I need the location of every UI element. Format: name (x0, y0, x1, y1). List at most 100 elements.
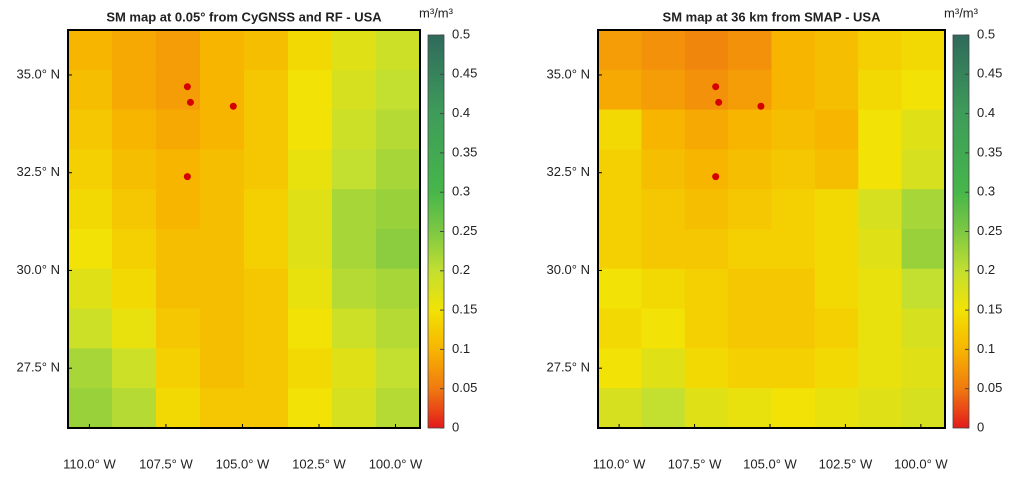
sm-cell (901, 109, 946, 150)
sm-cell (814, 348, 859, 389)
site-marker (183, 83, 191, 91)
sm-cell (858, 149, 903, 190)
sm-cell (641, 189, 686, 230)
sm-cell (598, 30, 642, 71)
sm-cell (771, 30, 816, 71)
sm-cell (814, 388, 859, 429)
sm-cell (112, 189, 157, 230)
map-frame (67, 29, 421, 429)
sm-cell (156, 109, 201, 150)
sm-cell (68, 229, 113, 270)
colorbar-tick-label: 0.25 (452, 223, 477, 238)
colorbar-tick-label: 0.05 (452, 380, 477, 395)
sm-cell (641, 69, 686, 111)
sm-cell (598, 149, 642, 190)
sm-cell (156, 30, 201, 71)
sm-cell (598, 348, 642, 389)
sm-cell (112, 229, 157, 270)
sm-cell (112, 268, 157, 310)
lon-label: 107.5° W (668, 456, 722, 471)
sm-cell (641, 229, 686, 270)
sm-cell (200, 268, 245, 310)
sm-cell (771, 268, 816, 310)
sm-cell (598, 229, 642, 270)
sm-cell (68, 109, 113, 150)
sm-cell (598, 69, 642, 111)
sm-cell (728, 388, 772, 429)
sm-cell (332, 109, 377, 150)
sm-cell (858, 69, 903, 111)
sm-cell (288, 189, 333, 230)
lon-label: 107.5° W (139, 456, 193, 471)
map-frame (597, 29, 946, 429)
sm-cell (244, 348, 289, 389)
sm-cell (598, 109, 642, 150)
sm-cell (244, 388, 289, 429)
sm-cell (728, 69, 772, 111)
sm-cell (112, 30, 157, 71)
sm-cell (200, 30, 245, 71)
lat-label: 35.0° N (546, 66, 590, 81)
sm-cell (376, 109, 421, 150)
sm-cell (156, 229, 201, 270)
lon-label: 105.0° W (743, 456, 797, 471)
sm-cell (684, 268, 729, 310)
sm-cell (684, 308, 729, 349)
sm-cell (814, 109, 859, 150)
lon-label: 100.0° W (369, 456, 423, 471)
sm-cell (112, 149, 157, 190)
colorbar-tick-label: 0.45 (977, 66, 1002, 81)
colorbar-tick-label: 0.1 (977, 341, 995, 356)
sm-cell (771, 189, 816, 230)
colorbar-tick-label: 0.45 (452, 66, 477, 81)
sm-cell (901, 308, 946, 349)
sm-cell (771, 308, 816, 349)
colorbar-tick-label: 0.5 (452, 26, 470, 41)
colorbar-tick-label: 0.15 (977, 302, 1002, 317)
sm-cell (200, 189, 245, 230)
sm-cell (332, 308, 377, 349)
sm-cell (200, 109, 245, 150)
lon-label: 100.0° W (894, 456, 948, 471)
sm-cell (728, 268, 772, 310)
site-marker (229, 102, 237, 110)
site-marker (712, 173, 720, 181)
sm-cell (858, 308, 903, 349)
sm-cell (244, 229, 289, 270)
sm-cell (814, 268, 859, 310)
sm-cell (598, 388, 642, 429)
sm-cell (332, 388, 377, 429)
sm-cell (728, 229, 772, 270)
colorbar-tick-label: 0.5 (977, 26, 995, 41)
colorbar-tick-label: 0.3 (977, 184, 995, 199)
colorbar-label: m³/m³ (419, 5, 454, 20)
lon-label: 110.0° W (593, 456, 646, 471)
sm-cell (288, 109, 333, 150)
sm-cell (858, 268, 903, 310)
sm-cell (112, 308, 157, 349)
sm-cell (684, 189, 729, 230)
sm-cell (901, 388, 946, 429)
sm-cell (376, 30, 421, 71)
sm-cell (288, 348, 333, 389)
sm-cell (332, 189, 377, 230)
sm-cell (814, 229, 859, 270)
sm-cell (684, 388, 729, 429)
sm-cell (288, 69, 333, 111)
sm-cell (332, 149, 377, 190)
colorbar-tick-label: 0.3 (452, 184, 470, 199)
sm-cell (901, 268, 946, 310)
sm-cell (200, 388, 245, 429)
colorbar-tick-label: 0.4 (977, 105, 995, 120)
sm-cell (156, 268, 201, 310)
sm-cell (244, 109, 289, 150)
sm-cell (288, 229, 333, 270)
sm-cell (814, 189, 859, 230)
sm-cell (641, 149, 686, 190)
sm-cell (332, 30, 377, 71)
sm-cell (598, 268, 642, 310)
sm-cell (641, 109, 686, 150)
sm-cell (771, 229, 816, 270)
sm-cell (332, 348, 377, 389)
sm-cell (332, 229, 377, 270)
